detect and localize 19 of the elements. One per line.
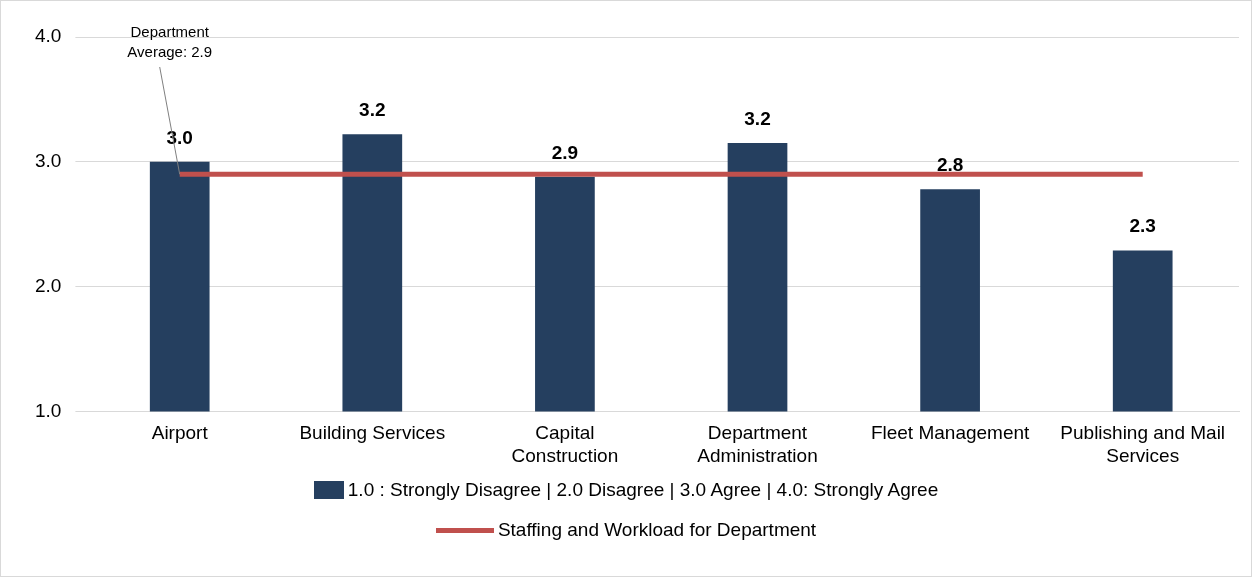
legend-label: Staffing and Workload for Department [497, 519, 817, 541]
x-tick-label: Publishing and Mail Services [1060, 422, 1226, 466]
data-label: 3.2 [359, 99, 386, 121]
x-tick-label: Capital Construction [511, 422, 619, 466]
legend-label: 1.0 : Strongly Disagree | 2.0 Disagree | 3.0 Agree | 4.0: Strongly Agree [347, 479, 939, 501]
data-label: 2.3 [1129, 215, 1156, 237]
x-tick-label: Fleet Management [870, 422, 1031, 444]
data-label: 2.9 [551, 141, 579, 163]
data-label: 2.8 [936, 153, 964, 175]
y-tick-label: 1.0 [34, 399, 62, 421]
x-tick-label: Department Administration [697, 422, 818, 466]
data-label: 3.2 [744, 107, 771, 129]
x-tick-label: Airport [151, 422, 209, 444]
y-tick-label: 3.0 [34, 150, 62, 172]
y-tick-label: 2.0 [34, 274, 62, 296]
x-tick-label: Building Services [299, 422, 446, 444]
data-label: 3.0 [166, 126, 193, 148]
annotation: Department Average: 2.9 [127, 22, 213, 60]
y-tick-label: 4.0 [34, 25, 62, 47]
